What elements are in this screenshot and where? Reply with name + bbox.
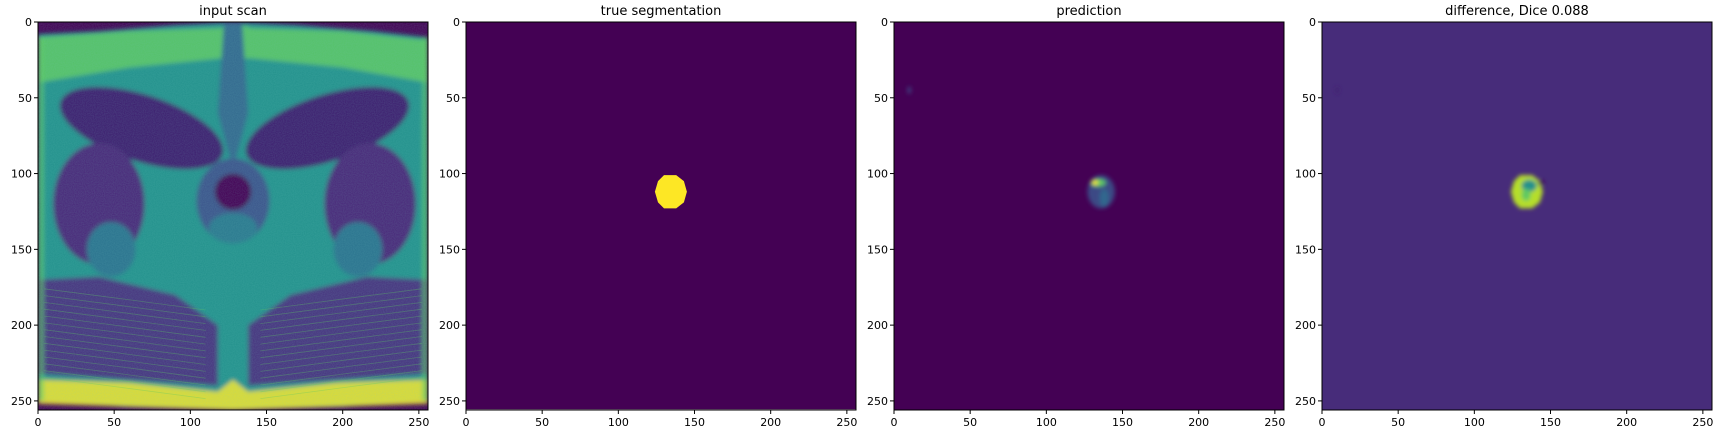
x-tick-label: 50 [1391, 416, 1405, 429]
x-tick-label: 100 [1464, 416, 1485, 429]
panel-title: input scan [199, 4, 267, 19]
panel-title: difference, Dice 0.088 [1445, 4, 1589, 19]
panel-frame [37, 21, 429, 411]
y-tick-label: 200 [439, 319, 460, 332]
y-tick-label: 0 [25, 16, 32, 29]
x-tick-label: 200 [1616, 416, 1637, 429]
y-tick-label: 250 [11, 395, 32, 408]
y-tick-label: 200 [867, 319, 888, 332]
x-tick-label: 250 [836, 416, 857, 429]
x-tick-label: 200 [1188, 416, 1209, 429]
x-tick-label: 250 [1692, 416, 1713, 429]
y-tick-label: 0 [1309, 16, 1316, 29]
y-tick-label: 100 [867, 168, 888, 181]
y-tick-label: 150 [867, 243, 888, 256]
y-tick-label: 100 [11, 168, 32, 181]
x-tick-label: 100 [1036, 416, 1057, 429]
panel-image [38, 22, 428, 410]
x-tick-label: 0 [891, 416, 898, 429]
x-tick-label: 50 [963, 416, 977, 429]
x-tick-label: 0 [463, 416, 470, 429]
y-tick-label: 200 [11, 319, 32, 332]
panel-image [1322, 22, 1712, 410]
y-tick-label: 50 [446, 92, 460, 105]
panel-title: true segmentation [601, 4, 722, 19]
x-tick-label: 100 [608, 416, 629, 429]
panel-image [894, 22, 1284, 410]
x-tick-label: 200 [332, 416, 353, 429]
y-tick-label: 150 [439, 243, 460, 256]
x-tick-label: 100 [180, 416, 201, 429]
y-tick-label: 250 [1295, 395, 1316, 408]
x-tick-label: 200 [760, 416, 781, 429]
y-tick-label: 150 [11, 243, 32, 256]
panel-image [466, 22, 856, 410]
x-tick-label: 250 [408, 416, 429, 429]
y-tick-label: 100 [439, 168, 460, 181]
y-tick-label: 50 [1302, 92, 1316, 105]
x-tick-label: 150 [256, 416, 277, 429]
y-tick-label: 250 [867, 395, 888, 408]
x-tick-label: 50 [107, 416, 121, 429]
y-tick-label: 0 [453, 16, 460, 29]
y-tick-label: 150 [1295, 243, 1316, 256]
x-tick-label: 50 [535, 416, 549, 429]
x-tick-label: 0 [1319, 416, 1326, 429]
panel-frame [893, 21, 1285, 411]
panel-frame [465, 21, 857, 411]
y-tick-label: 250 [439, 395, 460, 408]
y-tick-label: 50 [874, 92, 888, 105]
y-tick-label: 50 [18, 92, 32, 105]
panel-frame [1321, 21, 1713, 411]
y-tick-label: 0 [881, 16, 888, 29]
x-tick-label: 150 [1112, 416, 1133, 429]
x-tick-label: 150 [684, 416, 705, 429]
panel-title: prediction [1056, 4, 1121, 19]
x-tick-label: 150 [1540, 416, 1561, 429]
x-tick-label: 250 [1264, 416, 1285, 429]
x-tick-label: 0 [35, 416, 42, 429]
y-tick-label: 200 [1295, 319, 1316, 332]
y-tick-label: 100 [1295, 168, 1316, 181]
